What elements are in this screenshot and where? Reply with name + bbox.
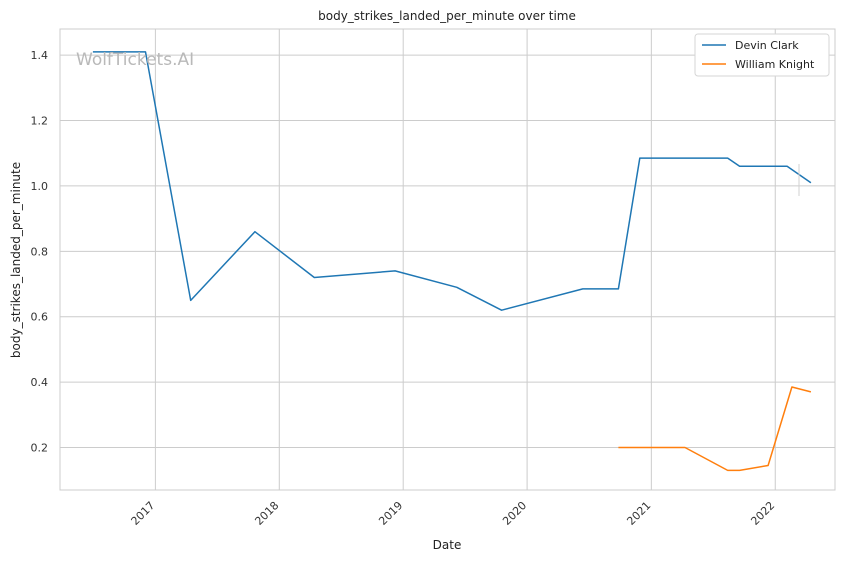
y-tick-label: 1.4 (31, 49, 49, 62)
y-tick-label: 1.2 (31, 115, 49, 128)
y-tick-label: 0.8 (31, 245, 49, 258)
y-tick-label: 0.2 (31, 441, 49, 454)
x-tick-label: 2018 (252, 499, 281, 528)
y-axis-title: body_strikes_landed_per_minute (9, 162, 23, 358)
y-tick-label: 0.4 (31, 376, 49, 389)
chart-title: body_strikes_landed_per_minute over time (318, 9, 576, 23)
y-tick-labels: 0.2 0.4 0.6 0.8 1.0 1.2 1.4 (31, 49, 49, 454)
x-tick-label: 2020 (500, 499, 529, 528)
y-tick-label: 0.6 (31, 311, 49, 324)
x-tick-label: 2021 (624, 499, 653, 528)
x-tick-label: 2019 (376, 499, 405, 528)
series-line-william-knight (618, 386, 812, 472)
x-tick-labels: 2017 2018 2019 2020 2021 2022 (129, 499, 778, 528)
x-tick-label: 2017 (129, 499, 158, 528)
plot-frame (59, 28, 836, 491)
plot-area (60, 29, 835, 490)
watermark: WolfTickets.AI (76, 50, 194, 70)
series-line-devin-clark (92, 51, 812, 311)
x-axis-title: Date (433, 538, 462, 552)
x-tick-label: 2022 (748, 499, 777, 528)
y-tick-label: 1.0 (31, 180, 49, 193)
legend-label: Devin Clark (735, 39, 799, 52)
legend-label: William Knight (735, 58, 815, 71)
legend-box (694, 33, 830, 77)
series-layer (92, 51, 812, 472)
legend: Devin Clark William Knight (694, 33, 830, 77)
